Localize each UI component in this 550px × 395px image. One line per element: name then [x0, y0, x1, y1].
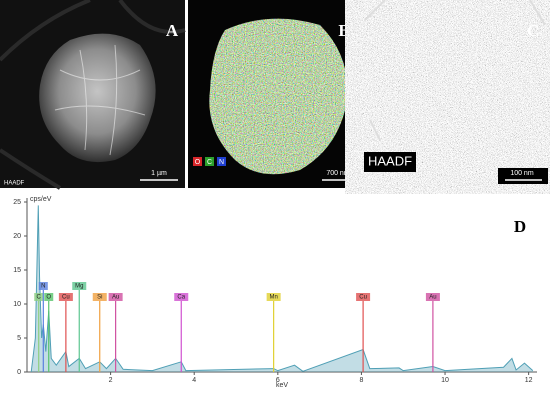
y-tick-label: 15: [13, 267, 21, 274]
spectrum-line: [30, 205, 534, 373]
detector-label: HAADF: [368, 153, 412, 168]
y-tick-label: 10: [13, 301, 21, 308]
element-marker-box: [174, 293, 189, 301]
panel-label: B: [338, 21, 349, 40]
element-marker-label: Au: [112, 295, 119, 301]
element-marker-label: Cu: [359, 295, 367, 301]
y-tick-label: 25: [13, 199, 21, 206]
edges: [364, 0, 546, 141]
y-tick-label: 5: [17, 335, 21, 342]
element-marker-label: Si: [97, 295, 102, 301]
element-marker-box: [356, 293, 371, 301]
x-tick-label: 10: [441, 377, 449, 384]
element-marker-box: [34, 293, 44, 301]
x-tick-label: 2: [109, 377, 113, 384]
flake: [39, 33, 156, 163]
legend-swatch: [193, 157, 202, 166]
y-axis-label: cps/eV: [30, 196, 52, 203]
element-marker-label: Au: [429, 295, 436, 301]
panel-c: C HAADF 100 nm: [364, 0, 550, 188]
element-marker-box: [108, 293, 123, 301]
panel-a: A 1 µm HAADF: [0, 0, 186, 190]
x-tick-label: 4: [192, 377, 196, 384]
spectrum-background: [0, 194, 550, 390]
legend-swatch: [217, 157, 226, 166]
panel-label: C: [527, 21, 539, 40]
grid-web: [0, 0, 186, 190]
detector-label-background: [364, 152, 416, 172]
element-marker-label: C: [37, 295, 42, 301]
x-tick-label: 8: [359, 377, 363, 384]
element-marker-label: O: [46, 295, 51, 301]
x-tick-label: 6: [276, 377, 280, 384]
element-marker-box: [38, 282, 48, 290]
y-tick-label: 0: [17, 369, 21, 376]
legend-label: N: [219, 159, 224, 166]
scale-bar-label: 1 µm: [151, 170, 167, 177]
x-tick-label: 12: [525, 377, 533, 384]
element-marker-box: [44, 293, 54, 301]
element-marker-box: [58, 293, 73, 301]
element-marker-label: Mn: [269, 295, 277, 301]
legend-label: C: [207, 159, 212, 166]
legend-swatch: [205, 157, 214, 166]
element-marker-box: [266, 293, 281, 301]
element-marker-box: [425, 293, 440, 301]
scale-bar-label: 700 nm: [326, 170, 350, 177]
element-marker-label: Mg: [75, 284, 83, 290]
element-marker-box: [72, 282, 87, 290]
flake-map: [209, 18, 348, 175]
legend-label: O: [195, 159, 201, 166]
panel-label: D: [514, 217, 526, 236]
panel-label: A: [166, 21, 179, 40]
element-marker-label: N: [41, 284, 45, 290]
x-axis-label: keV: [276, 382, 288, 389]
detector-label: HAADF: [4, 181, 25, 187]
scale-bar-label: 100 nm: [510, 170, 534, 177]
element-marker-label: Ca: [177, 295, 185, 301]
flake-folds: [54, 44, 146, 156]
element-marker-label: Cu: [62, 295, 70, 301]
y-tick-label: 20: [13, 233, 21, 240]
element-marker-box: [92, 293, 107, 301]
